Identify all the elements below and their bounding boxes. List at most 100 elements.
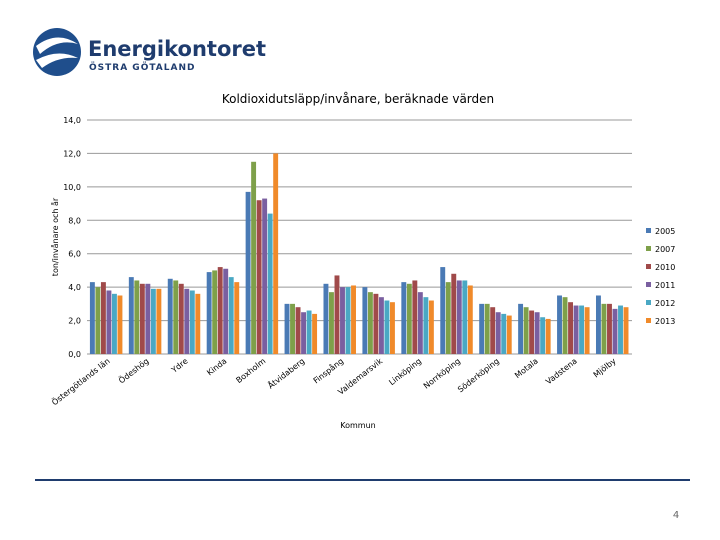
bar <box>401 282 407 354</box>
x-tick-label: Söderköping <box>456 356 501 394</box>
bar <box>545 318 551 354</box>
bar <box>295 307 301 354</box>
legend-swatch <box>646 228 651 233</box>
bar <box>95 287 101 354</box>
bar <box>445 282 451 354</box>
x-tick-label: Boxholm <box>234 356 267 385</box>
bar <box>529 310 535 354</box>
y-tick-label: 14,0 <box>63 116 81 125</box>
bar <box>479 303 485 354</box>
bar <box>139 283 145 354</box>
y-tick-label: 0,0 <box>68 350 81 359</box>
bar <box>217 267 223 354</box>
bar <box>128 277 134 354</box>
bar <box>573 305 579 354</box>
legend-swatch <box>646 300 651 305</box>
bar <box>89 282 95 354</box>
bar <box>518 303 524 354</box>
bar <box>406 283 412 354</box>
legend-swatch <box>646 282 651 287</box>
bar <box>184 288 190 354</box>
x-tick-label: Kinda <box>205 356 228 377</box>
x-tick-label: Ödeshög <box>116 356 150 386</box>
legend-label: 2012 <box>655 299 675 308</box>
bar <box>273 153 279 354</box>
bar <box>267 213 273 354</box>
bar <box>262 198 268 354</box>
bar <box>540 317 546 354</box>
page-number: 4 <box>673 510 679 521</box>
bar <box>145 283 151 354</box>
y-tick-label: 10,0 <box>63 183 81 192</box>
bar <box>462 280 468 354</box>
bar <box>362 287 368 354</box>
bar <box>111 293 117 354</box>
x-tick-label: Motala <box>513 356 540 380</box>
bar <box>484 303 490 354</box>
bar <box>467 285 473 354</box>
bar <box>345 287 351 354</box>
bar <box>156 288 162 354</box>
bar <box>189 290 195 354</box>
legend-swatch <box>646 264 651 269</box>
y-tick-label: 2,0 <box>68 317 81 326</box>
bar <box>428 300 434 354</box>
bar <box>412 280 418 354</box>
bar <box>206 272 212 354</box>
bar <box>523 307 529 354</box>
bar <box>245 191 251 354</box>
logo-sub: ÖSTRA GÖTALAND <box>89 62 195 73</box>
bar <box>228 277 234 354</box>
legend-label: 2013 <box>655 317 675 326</box>
legend-swatch <box>646 246 651 251</box>
bar <box>384 300 390 354</box>
bar <box>212 270 218 354</box>
bar <box>601 303 607 354</box>
y-tick-label: 8,0 <box>68 216 81 225</box>
legend-label: 2011 <box>655 281 675 290</box>
bar <box>173 280 179 354</box>
legend-label: 2007 <box>655 245 675 254</box>
bar <box>456 280 462 354</box>
y-tick-label: 4,0 <box>68 283 81 292</box>
x-axis-label: Kommun <box>340 421 375 430</box>
legend-label: 2005 <box>655 227 675 236</box>
y-axis-label: ton/invånare och år <box>50 197 60 276</box>
bar <box>312 313 318 354</box>
bar <box>595 295 601 354</box>
bar <box>256 200 262 354</box>
bar <box>584 307 590 354</box>
bar <box>423 297 429 354</box>
bar <box>534 312 540 354</box>
x-tick-label: Finspång <box>311 356 345 386</box>
bar <box>134 280 140 354</box>
bar <box>389 302 395 354</box>
y-tick-label: 6,0 <box>68 250 81 259</box>
bar <box>178 283 184 354</box>
bar <box>618 305 623 354</box>
bar <box>106 290 112 354</box>
chart-title: Koldioxidutsläpp/invånare, beräknade vär… <box>222 92 494 106</box>
bar <box>367 292 373 354</box>
bar <box>340 287 345 354</box>
bar <box>301 312 307 354</box>
logo-icon <box>33 28 81 76</box>
bar <box>306 310 312 354</box>
x-tick-label: Östergötlands län <box>50 356 112 408</box>
bar <box>579 305 585 354</box>
x-tick-label: Åtvidaberg <box>265 355 306 391</box>
bar <box>167 278 173 354</box>
bar <box>378 297 384 354</box>
bar <box>607 303 612 354</box>
bar <box>100 282 106 354</box>
bar <box>351 285 356 354</box>
bar <box>440 267 446 354</box>
bar <box>234 282 240 354</box>
bar <box>417 292 423 354</box>
bar <box>223 268 229 354</box>
bar <box>451 273 457 354</box>
bar <box>495 312 501 354</box>
bar <box>506 315 512 354</box>
